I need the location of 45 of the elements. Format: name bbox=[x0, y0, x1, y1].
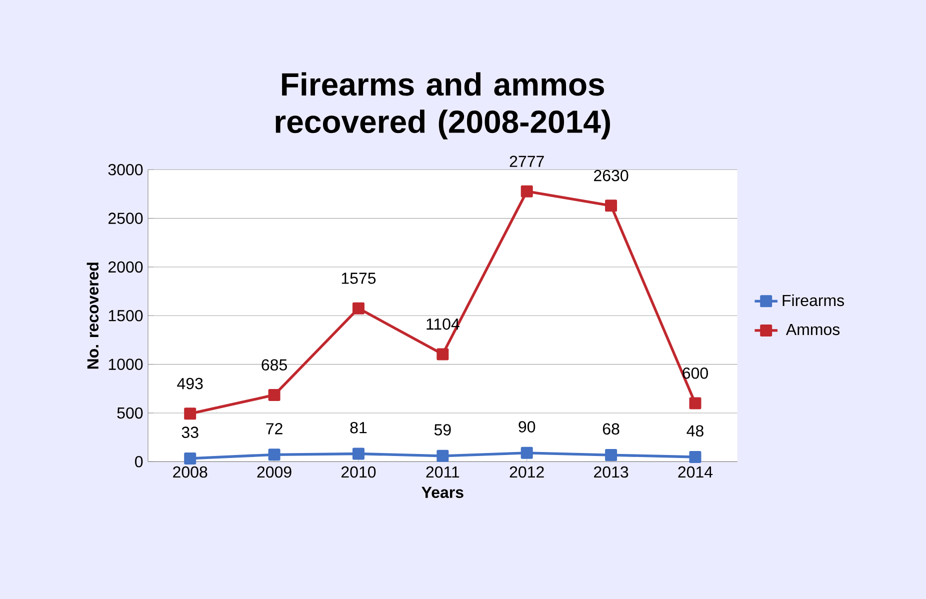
legend-label: Ammos bbox=[786, 324, 840, 336]
y-tick-label: 2000 bbox=[108, 261, 143, 273]
y-tick-label: 1000 bbox=[108, 358, 143, 370]
point bbox=[605, 449, 618, 462]
y-tick-label: 0 bbox=[135, 456, 143, 468]
y-tick-label: 2500 bbox=[108, 212, 143, 224]
data-label: 2777 bbox=[510, 156, 544, 167]
data-label: 48 bbox=[686, 425, 704, 437]
point bbox=[520, 446, 533, 459]
y-tick-label: 1500 bbox=[108, 310, 143, 322]
y-axis-title: No. recovered bbox=[86, 262, 99, 369]
data-label: 59 bbox=[434, 424, 451, 436]
chart-title: Firearms and ammos recovered (2008-2014) bbox=[276, 72, 610, 140]
x-tick-label: 2009 bbox=[257, 466, 292, 478]
x-tick-label: 2012 bbox=[510, 466, 544, 478]
data-label: 90 bbox=[518, 421, 536, 432]
data-label: 2630 bbox=[594, 170, 628, 182]
data-label: 72 bbox=[266, 423, 282, 434]
data-label: 493 bbox=[177, 378, 203, 390]
point bbox=[184, 452, 196, 464]
data-label: 33 bbox=[182, 426, 198, 438]
point bbox=[605, 200, 618, 212]
x-tick-label: 2008 bbox=[173, 466, 208, 478]
point bbox=[520, 185, 533, 198]
x-tick-label: 2010 bbox=[341, 466, 376, 478]
point bbox=[689, 397, 702, 410]
point bbox=[352, 448, 364, 460]
y-tick-label: 3000 bbox=[108, 164, 143, 176]
x-tick-label: 2011 bbox=[426, 466, 460, 478]
x-tick-label: 2014 bbox=[678, 466, 713, 478]
data-label: 68 bbox=[602, 423, 620, 435]
point bbox=[436, 348, 449, 360]
point bbox=[268, 388, 280, 401]
data-label: 81 bbox=[350, 422, 367, 434]
point bbox=[268, 448, 280, 461]
legend-label: Firearms bbox=[782, 294, 844, 306]
point bbox=[184, 408, 196, 420]
point bbox=[689, 450, 702, 463]
data-label: 685 bbox=[262, 359, 287, 371]
point bbox=[436, 450, 449, 462]
point bbox=[352, 302, 364, 314]
data-label: 1575 bbox=[342, 272, 376, 284]
x-tick-label: 2013 bbox=[594, 466, 628, 478]
y-tick-label: 500 bbox=[117, 407, 143, 419]
x-axis-title: Years bbox=[422, 486, 464, 498]
